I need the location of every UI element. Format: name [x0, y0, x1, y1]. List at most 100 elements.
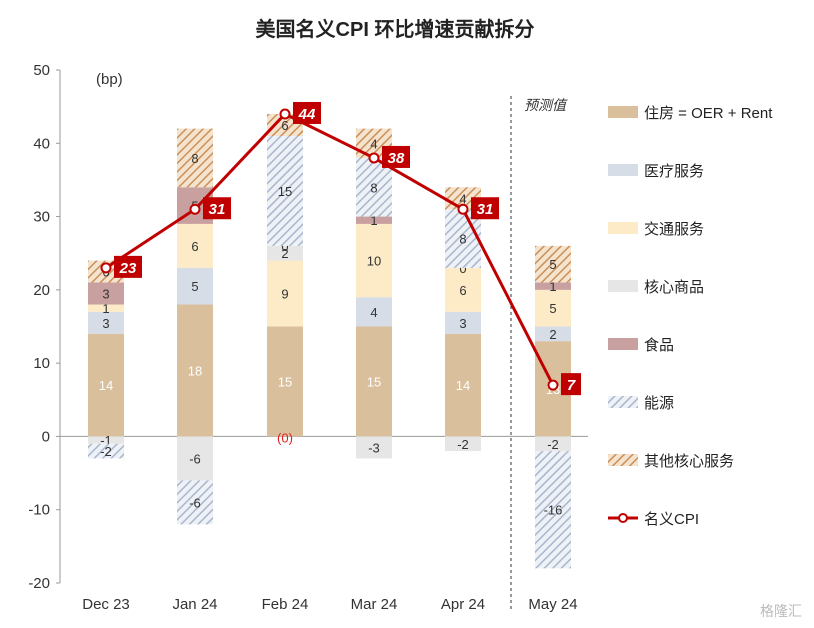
bar-segment — [356, 297, 392, 327]
cpi-point — [547, 379, 559, 391]
bar-segment — [445, 436, 481, 452]
segment-label: 6 — [281, 118, 288, 133]
segment-label: -6 — [189, 451, 201, 466]
bar-segment — [535, 326, 571, 342]
cpi-point — [368, 152, 380, 164]
segment-label: 0 — [459, 261, 466, 276]
segment-label: 4 — [370, 305, 377, 320]
bar-segment — [356, 326, 392, 437]
bar-segment — [267, 245, 303, 261]
segment-label: 14 — [456, 378, 470, 393]
segment-label: 15 — [367, 374, 381, 389]
bar-segment — [88, 282, 124, 305]
cpi-line — [105, 112, 555, 386]
segment-label: 15 — [278, 184, 292, 199]
bar-segment — [535, 451, 571, 569]
segment-label: 6 — [191, 239, 198, 254]
segment-label: -6 — [189, 495, 201, 510]
unit-label: (bp) — [96, 71, 123, 88]
legend-swatch — [608, 396, 638, 408]
bar-segment — [356, 436, 392, 459]
bar-segment — [177, 480, 213, 525]
x-tick-label: Dec 23 — [82, 596, 130, 613]
bar-segment — [177, 436, 213, 481]
segment-label: -2 — [100, 444, 112, 459]
legend-label: 核心商品 — [644, 279, 704, 296]
legend-label: 其他核心服务 — [644, 453, 734, 470]
y-tick-label: 30 — [33, 209, 50, 226]
segment-label: 2 — [549, 327, 556, 342]
cpi-point — [279, 108, 291, 120]
bar-segment — [267, 260, 303, 327]
chart-title: 美国名义CPI 环比增速贡献拆分 — [256, 17, 535, 41]
legend-label: 医疗服务 — [644, 163, 704, 180]
bar-segment — [88, 304, 124, 312]
bar-segment — [267, 135, 303, 246]
x-tick-label: Apr 24 — [441, 596, 485, 613]
legend-label: 住房 = OER + Rent — [644, 105, 773, 122]
legend-label: 食品 — [644, 337, 674, 354]
y-tick-label: 0 — [42, 428, 50, 445]
segment-label: 3 — [102, 287, 109, 302]
bar-segment — [267, 326, 303, 437]
segment-label: -3 — [368, 440, 380, 455]
legend-swatch — [608, 222, 638, 234]
watermark: 格隆汇 — [760, 603, 802, 619]
cpi-value-label: 23 — [119, 260, 137, 277]
bar-segment — [177, 267, 213, 305]
x-tick-label: May 24 — [528, 596, 577, 613]
cpi-value-label: 31 — [209, 201, 226, 218]
x-tick-label: Feb 24 — [262, 596, 309, 613]
segment-label: -16 — [544, 503, 563, 518]
bar-segment — [88, 333, 124, 437]
legend-swatch — [608, 106, 638, 118]
cpi-label-box — [382, 145, 410, 168]
legend-swatch — [608, 164, 638, 176]
segment-label: 8 — [191, 151, 198, 166]
y-tick-label: 20 — [33, 282, 50, 299]
segment-label: 4 — [459, 191, 466, 206]
cpi-value-label: 31 — [477, 201, 494, 218]
segment-label: 9 — [281, 287, 288, 302]
cpi-label-box — [561, 373, 581, 396]
bar-segment — [88, 436, 124, 444]
legend-label: 能源 — [644, 395, 674, 412]
y-tick-label: 10 — [33, 355, 50, 372]
cpi-point — [100, 262, 112, 274]
segment-label: 3 — [102, 316, 109, 331]
bar-segment — [356, 223, 392, 298]
segment-label: -1 — [100, 433, 112, 448]
zero-value-label: (0) — [277, 430, 293, 445]
cpi-label-box — [114, 255, 142, 278]
segment-label: 3 — [459, 316, 466, 331]
segment-label: 2 — [281, 246, 288, 261]
bar-segment — [177, 223, 213, 268]
x-tick-label: Jan 24 — [172, 596, 217, 613]
bar-segment — [356, 216, 392, 224]
segment-label: 1 — [549, 279, 556, 294]
x-tick-label: Mar 24 — [351, 596, 398, 613]
cpi-label-box — [293, 101, 321, 124]
segment-label: 5 — [549, 257, 556, 272]
y-tick-label: 50 — [33, 62, 50, 79]
legend-swatch — [608, 338, 638, 350]
legend-label: 交通服务 — [644, 220, 704, 238]
bar-segment — [88, 443, 124, 459]
cpi-point — [457, 203, 469, 215]
legend-swatch — [608, 280, 638, 292]
cpi-value-label: 44 — [298, 106, 316, 123]
bars-group: 1431-13-261856-65-681592015615410-318414… — [88, 113, 571, 569]
segment-label: -2 — [547, 437, 559, 452]
cpi-point — [189, 203, 201, 215]
legend-label: 名义CPI — [644, 511, 699, 528]
legend: 住房 = OER + Rent 医疗服务交通服务核心商品食品能源其他核心服务名义C… — [608, 105, 773, 528]
segment-label: -2 — [457, 437, 469, 452]
segment-label: 1 — [370, 213, 377, 228]
bar-segment — [535, 436, 571, 452]
segment-label: 8 — [370, 180, 377, 195]
bar-segment — [445, 267, 481, 312]
cpi-value-label: 38 — [388, 150, 405, 167]
